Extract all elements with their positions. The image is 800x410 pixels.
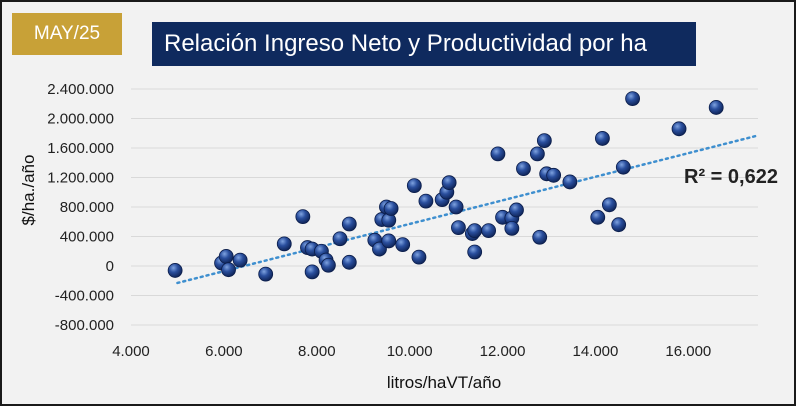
data-point xyxy=(381,233,397,249)
data-point xyxy=(372,241,387,257)
trendline xyxy=(176,134,760,285)
chart-title: Relación Ingreso Neto y Productividad po… xyxy=(152,22,696,66)
data-point xyxy=(708,100,724,115)
y-tick-label: 2.000.000 xyxy=(47,111,114,128)
data-point xyxy=(451,220,466,236)
x-tick-label: 4.000 xyxy=(112,343,150,360)
data-point xyxy=(406,178,422,194)
r-squared-label: R² = 0,622 xyxy=(684,166,778,188)
data-point xyxy=(536,133,552,149)
y-tick-label: 1.200.000 xyxy=(47,170,114,187)
x-tick-label: 16.000 xyxy=(665,343,711,360)
data-point xyxy=(320,257,336,273)
data-point xyxy=(601,197,617,213)
data-point xyxy=(411,249,427,265)
x-tick-label: 6.000 xyxy=(205,343,243,360)
data-point xyxy=(529,146,545,162)
y-tick-label: 400.000 xyxy=(60,229,114,246)
x-tick-label: 14.000 xyxy=(572,343,618,360)
data-point xyxy=(532,229,548,245)
y-tick-labels: -800.000 -400.000 0 400.000 800.000 1.200.000… xyxy=(47,81,114,334)
data-point xyxy=(509,202,524,218)
data-point xyxy=(625,91,640,106)
data-point xyxy=(304,264,320,280)
data-point xyxy=(218,249,234,264)
data-point xyxy=(490,146,506,162)
data-point xyxy=(221,262,236,278)
data-point xyxy=(418,193,434,209)
data-point xyxy=(467,223,483,239)
data-point xyxy=(341,216,357,232)
data-point xyxy=(258,266,274,282)
data-point xyxy=(232,252,248,268)
data-point xyxy=(276,236,292,252)
data-point xyxy=(611,217,627,233)
data-point xyxy=(467,244,483,260)
data-point xyxy=(504,220,520,236)
data-point xyxy=(516,161,531,177)
y-tick-label: -400.000 xyxy=(55,288,114,305)
data-point xyxy=(295,209,311,224)
x-axis-title: litros/haVT/año xyxy=(387,373,501,392)
y-tick-label: 2.400.000 xyxy=(47,81,114,98)
data-point xyxy=(481,223,497,239)
data-point xyxy=(341,254,357,270)
date-badge: MAY/25 xyxy=(12,13,122,55)
data-point xyxy=(441,175,457,191)
data-point xyxy=(332,231,348,247)
data-points xyxy=(167,91,724,282)
data-point xyxy=(448,199,464,215)
y-tick-label: 800.000 xyxy=(60,199,114,216)
y-tick-label: -800.000 xyxy=(55,317,114,334)
data-point xyxy=(167,263,183,278)
data-point xyxy=(383,201,399,216)
x-tick-label: 8.000 xyxy=(298,343,336,360)
data-point xyxy=(671,121,687,137)
data-point xyxy=(615,159,631,175)
x-tick-labels: 4.000 6.000 8.000 10.000 12.000 14.000 16.000 xyxy=(112,343,711,360)
y-tick-label: 1.600.000 xyxy=(47,140,114,157)
x-tick-label: 12.000 xyxy=(480,343,526,360)
y-axis-title: $/ha./año xyxy=(19,155,38,226)
data-point xyxy=(562,174,578,190)
y-tick-label: 0 xyxy=(106,258,114,275)
gridlines xyxy=(131,88,758,326)
data-point xyxy=(546,167,562,183)
data-point xyxy=(590,209,606,225)
data-point xyxy=(395,237,411,253)
data-point xyxy=(595,131,610,146)
x-tick-label: 10.000 xyxy=(387,343,433,360)
